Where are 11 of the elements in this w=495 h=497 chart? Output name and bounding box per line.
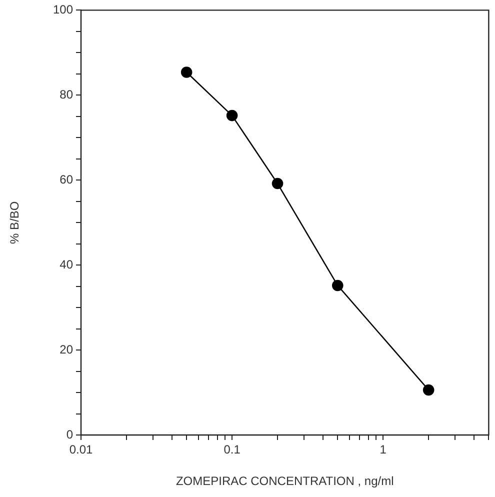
y-axis-title: % B/BO [8,201,22,244]
y-tick-label: 80 [60,87,74,102]
y-tick-label: 20 [60,342,74,356]
y-tick-label: 0 [66,427,74,442]
x-tick-label: 0.01 [69,442,93,457]
y-tick-label: 100 [52,2,74,17]
x-tick-label: 0.1 [224,442,241,457]
x-axis-title: ZOMEPIRAC CONCENTRATION , ng/ml [176,474,394,488]
y-tick-label: 40 [60,257,74,272]
y-tick-label: 60 [60,172,74,186]
x-tick-label: 1 [380,442,387,457]
